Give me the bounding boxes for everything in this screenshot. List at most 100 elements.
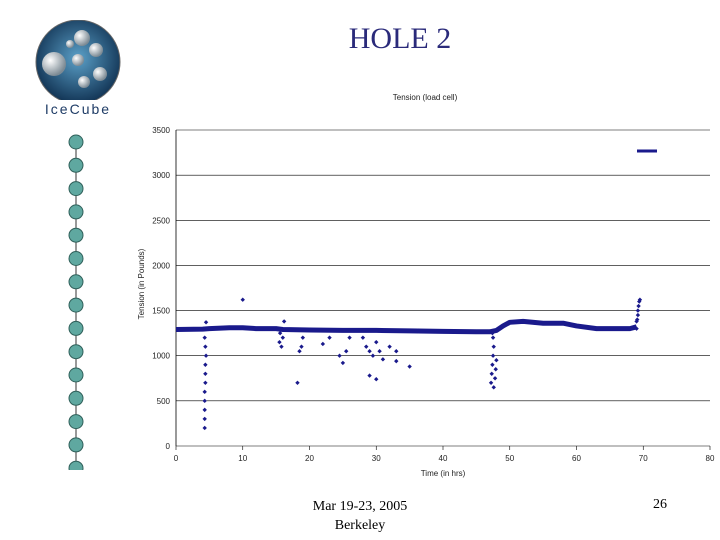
tension-chart: Tension (load cell) 05001000150020002500… [137,93,715,478]
data-point [637,297,643,302]
data-point [635,312,641,318]
y-tick-label: 0 [166,442,171,451]
data-point [634,319,639,324]
footer-date: Mar 19-23, 2005 [312,499,408,514]
series-points [175,149,657,431]
y-tick-label: 3000 [152,171,170,180]
slide-title: HOLE 2 [348,22,452,55]
data-point [240,297,245,302]
data-point [394,358,399,364]
data-point [374,376,379,382]
dom-sphere-icon [68,204,84,220]
dom-string-icon [64,130,88,476]
y-tick-label: 2000 [152,261,170,270]
dom-sphere-icon [68,367,84,383]
data-point [489,371,494,376]
data-point [202,416,207,422]
logo-text: IceCube [45,101,111,117]
data-point [394,349,399,354]
data-point [374,339,379,345]
x-tick-label: 30 [372,454,381,463]
data-point [370,353,376,358]
footer-location: Berkeley [334,518,386,533]
chart-grid [176,129,710,447]
dom-sphere-icon [68,414,84,430]
data-point [387,344,392,349]
y-tick-label: 3500 [152,126,170,135]
dom-sphere-icon [68,344,84,360]
data-point [300,335,306,340]
data-point [636,303,641,309]
dom-sphere-icon [68,227,84,243]
data-point [634,326,639,331]
x-tick-label: 20 [305,454,314,463]
data-point [635,317,640,322]
dom-sphere-icon [68,297,84,313]
y-tick-labels: 0 500 1000 1500 2000 2500 3000 3500 [152,126,170,451]
dom-sphere-icon [68,320,84,336]
dom-sphere-icon [68,274,84,290]
data-point [490,362,495,367]
x-tick-label: 80 [706,454,715,463]
x-tick-labels: 0 10 20 30 40 50 60 70 80 [174,454,715,463]
data-point [491,344,496,349]
dom-sphere-icon [68,390,84,406]
y-tick-label: 1500 [152,307,170,316]
footer-date-location: Mar 19-23, 2005 Berkeley [300,497,420,535]
data-point [203,380,208,385]
data-point [340,360,346,366]
x-tick-label: 0 [174,454,179,463]
dom-sphere-icon [68,181,84,197]
y-tick-label: 500 [157,397,171,406]
data-point [493,367,498,372]
data-point [490,353,496,358]
data-point [277,339,282,345]
data-point [494,358,499,363]
data-point [377,349,382,354]
dom-sphere-icon [68,437,84,453]
data-point [297,349,302,354]
x-tick-label: 40 [439,454,448,463]
data-point [367,349,372,354]
series-baseline [175,318,638,335]
data-point [407,364,412,369]
data-point [491,385,496,390]
page-number: 26 [653,497,667,512]
x-axis-label: Time (in hrs) [421,469,466,478]
data-point [347,335,352,340]
data-point [344,349,349,354]
data-point [364,344,369,349]
data-point [203,320,209,325]
dom-sphere-icon [68,460,84,476]
data-point [492,376,498,381]
chart-title: Tension (load cell) [393,93,458,102]
data-point [488,380,494,385]
x-tick-label: 60 [572,454,581,463]
data-point [202,425,207,431]
y-tick-label: 1000 [152,352,170,361]
data-point [202,335,207,340]
data-point [202,407,207,413]
x-tick-label: 10 [238,454,247,463]
data-point [202,398,207,404]
data-point [280,335,285,340]
data-point [367,373,372,378]
data-point [281,319,287,324]
dom-sphere-icon [68,251,84,266]
x-tick-label: 70 [639,454,648,463]
data-point [327,335,332,340]
y-axis-label: Tension (in Pounds) [137,248,146,319]
data-point [203,353,209,358]
chart-axes [175,130,711,450]
y-tick-label: 2500 [152,216,170,225]
dom-sphere-icon [68,157,84,173]
data-point [203,362,208,367]
data-point [295,380,300,385]
data-point [203,371,208,376]
data-point [380,357,386,362]
data-point [320,341,326,347]
data-point [635,308,641,313]
data-point [202,389,207,395]
x-tick-label: 50 [505,454,514,463]
data-point [490,335,496,340]
